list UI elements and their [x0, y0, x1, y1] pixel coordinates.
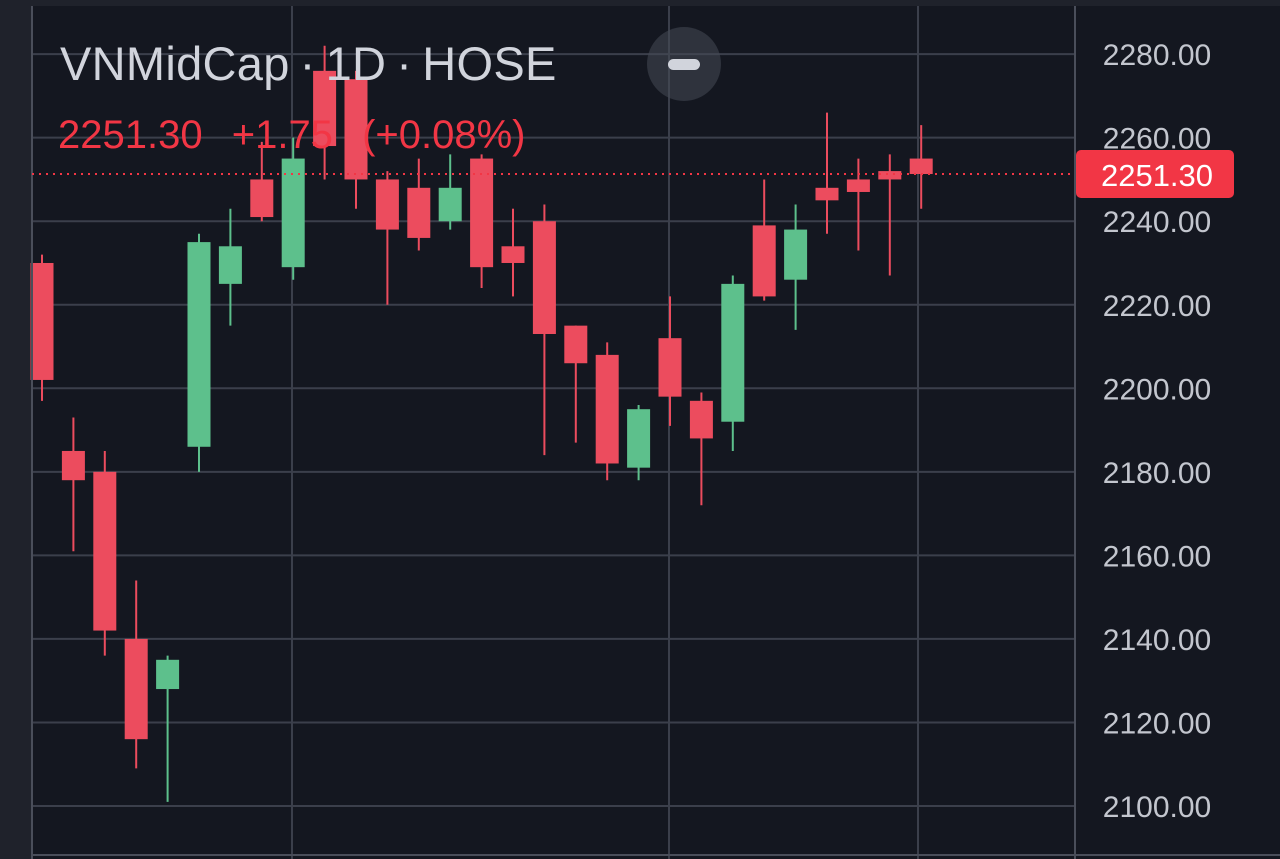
- candle-body: [595, 354, 619, 464]
- candle-down[interactable]: [124, 580, 148, 769]
- candle-body: [344, 79, 368, 180]
- candle-body: [721, 283, 745, 422]
- collapse-legend-button[interactable]: [647, 27, 721, 101]
- candle-down[interactable]: [61, 417, 85, 552]
- candle-down[interactable]: [564, 325, 588, 443]
- separator: ·: [396, 37, 413, 90]
- candle-up[interactable]: [187, 233, 211, 472]
- candle-up[interactable]: [438, 154, 462, 230]
- candle-body: [187, 242, 211, 447]
- candle-up[interactable]: [721, 275, 745, 451]
- candle-body: [30, 262, 54, 380]
- candle-body: [470, 158, 494, 268]
- candle-down[interactable]: [344, 70, 368, 209]
- candle-down[interactable]: [658, 296, 682, 426]
- candle-down[interactable]: [752, 179, 776, 301]
- price-tick-label: 2140.00: [1103, 624, 1211, 657]
- minus-icon: [668, 58, 700, 70]
- candle-body: [752, 225, 776, 297]
- candle-down[interactable]: [689, 392, 713, 506]
- candle-down[interactable]: [501, 208, 525, 297]
- candle-body: [689, 400, 713, 439]
- candle-down[interactable]: [595, 342, 619, 481]
- chart-legend: VNMidCap · 1D · HOSE: [60, 34, 557, 94]
- candle-down[interactable]: [470, 154, 494, 289]
- candle-down[interactable]: [532, 204, 556, 456]
- candle-body: [218, 246, 242, 284]
- price-tick-label: 2280.00: [1103, 39, 1211, 72]
- candle-body: [815, 187, 839, 201]
- last-price-tag: [1076, 150, 1234, 199]
- last-price: 2251.30: [58, 113, 203, 157]
- candle-up[interactable]: [281, 137, 305, 280]
- candle-body: [564, 325, 588, 364]
- candle-body: [627, 409, 651, 468]
- candles: [30, 45, 933, 802]
- candle-body: [61, 450, 85, 481]
- price-tick-label: 2160.00: [1103, 540, 1211, 573]
- separator: ·: [299, 37, 316, 90]
- price-tick-label: 2240.00: [1103, 206, 1211, 239]
- last-price-tag-label: 2251.30: [1101, 158, 1213, 193]
- candle-down[interactable]: [30, 254, 54, 401]
- candle-down[interactable]: [375, 171, 399, 305]
- candle-body: [375, 179, 399, 230]
- candle-body: [846, 179, 870, 192]
- candle-up[interactable]: [218, 208, 242, 326]
- price-tick-label: 2180.00: [1103, 457, 1211, 490]
- candle-body: [313, 70, 337, 147]
- candle-up[interactable]: [784, 204, 808, 330]
- candle-body: [878, 171, 902, 180]
- price-tick-label: 2200.00: [1103, 373, 1211, 406]
- price-change-percent: (+0.08%): [362, 113, 526, 157]
- candle-body: [250, 179, 274, 218]
- price-tick-label: 2120.00: [1103, 707, 1211, 740]
- candle-down[interactable]: [909, 125, 933, 209]
- last-price-marker: 2251.30: [32, 150, 1234, 199]
- candle-down[interactable]: [815, 112, 839, 234]
- candle-body: [281, 158, 305, 268]
- interval-label[interactable]: 1D: [325, 37, 387, 90]
- candle-down[interactable]: [878, 154, 902, 276]
- symbol-line: VNMidCap · 1D · HOSE: [60, 34, 557, 94]
- price-axis[interactable]: 2100.00 2120.00 2140.00 2160.00 2180.00 2200.…: [1103, 39, 1211, 824]
- candle-up[interactable]: [156, 655, 180, 802]
- candle-down[interactable]: [93, 450, 117, 656]
- price-change: +1.75: [231, 113, 333, 157]
- price-line: 2251.30 +1.75 (+0.08%): [58, 110, 525, 160]
- symbol-name[interactable]: VNMidCap: [60, 37, 290, 90]
- candle-body: [93, 471, 117, 631]
- candle-body: [658, 338, 682, 397]
- candle-down[interactable]: [313, 45, 337, 180]
- candle-body: [407, 187, 431, 238]
- grid: [32, 6, 1075, 859]
- price-tick-label: 2220.00: [1103, 290, 1211, 323]
- candle-body: [501, 246, 525, 263]
- candle-up[interactable]: [627, 405, 651, 481]
- candle-down[interactable]: [250, 141, 274, 222]
- candle-body: [156, 659, 180, 690]
- price-tick-label: 2100.00: [1103, 791, 1211, 824]
- candle-body: [532, 221, 556, 334]
- candle-body: [438, 187, 462, 222]
- exchange-label: HOSE: [422, 37, 557, 90]
- plot-background: [32, 6, 1280, 859]
- candle-body: [784, 229, 808, 280]
- candle-body: [909, 158, 933, 175]
- candle-body: [124, 638, 148, 740]
